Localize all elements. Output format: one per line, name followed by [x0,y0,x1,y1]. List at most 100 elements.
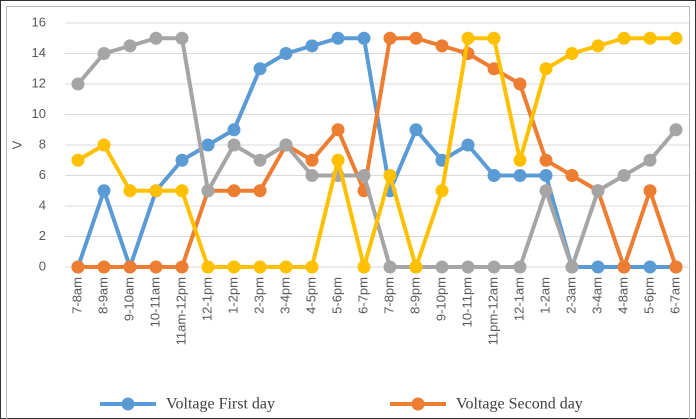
x-tick-label: 7-8pm [381,277,396,314]
data-point [305,169,319,182]
data-point [643,153,657,167]
data-point [409,31,423,45]
data-point [617,260,631,274]
x-tick-label: 6-7pm [355,277,370,314]
x-tick-label: 5-6pm [329,277,344,314]
x-tick-label: 11pm-12am [485,277,500,345]
x-tick-label: 4-8am [615,277,630,314]
data-point [539,184,553,198]
y-tick-label: 0 [39,258,46,273]
data-point [357,260,371,274]
data-point [331,153,345,167]
data-point [305,153,319,167]
data-point [149,184,163,198]
x-tick-label: 8-9pm [407,277,422,314]
data-point [487,62,501,76]
data-point [71,77,85,91]
data-point [71,153,85,167]
x-tick-label: 5-6pm [641,277,656,314]
x-tick-label: 12-1pm [199,277,214,321]
data-point [539,62,553,76]
y-tick-label: 4 [39,197,46,212]
data-point [461,31,475,45]
data-point [201,138,215,152]
data-point [279,260,293,274]
data-point [175,184,189,198]
data-point [643,31,657,45]
data-point [383,169,397,182]
x-tick-label: 6-7am [667,277,682,314]
data-point [565,169,579,182]
data-point [383,260,397,274]
data-point [487,260,501,274]
data-point [123,184,137,198]
data-point [591,260,605,274]
x-tick-label: 10-11am [147,277,162,327]
data-point [305,39,319,53]
data-point [617,31,631,45]
data-point [331,31,345,45]
data-point [227,184,241,198]
x-tick-label: 9-10am [121,277,136,321]
inner-frame [6,6,690,419]
data-point [617,169,631,182]
x-tick-label: 4-5pm [303,277,318,314]
data-point [253,260,267,274]
data-point [149,260,163,274]
x-tick-label: 3-4am [589,277,604,314]
y-tick-label: 10 [32,106,46,121]
data-point [97,260,111,274]
data-point [487,31,501,45]
data-point [123,260,137,274]
data-point [305,260,319,274]
x-tick-label: 3-4pm [277,277,292,314]
data-point [565,47,579,60]
y-tick-label: 2 [39,228,46,243]
data-point [97,138,111,152]
y-tick-label: 6 [39,167,46,182]
data-point [643,184,657,198]
x-tick-label: 1-2pm [225,277,240,314]
x-tick-label: 9-10pm [433,277,448,321]
data-point [175,153,189,167]
data-point [279,138,293,152]
data-point [513,260,527,274]
data-point [461,138,475,152]
data-point [669,123,683,137]
data-point [669,260,683,274]
data-point [123,39,137,53]
x-tick-label: 11am-12pm [173,277,188,345]
data-point [253,62,267,76]
data-point [253,153,267,167]
legend-marker [411,397,425,411]
data-point [513,169,527,182]
data-point [175,31,189,45]
y-axis-label: V [9,140,24,149]
data-point [279,47,293,60]
data-point [591,39,605,53]
data-point [539,169,553,182]
data-point [227,260,241,274]
data-point [71,260,85,274]
data-point [253,184,267,198]
x-tick-label: 7-8am [69,277,84,314]
data-point [227,123,241,137]
data-point [565,260,579,274]
data-point [149,31,163,45]
data-point [591,184,605,198]
data-point [435,39,449,53]
data-point [487,169,501,182]
data-point [357,169,371,182]
data-point [383,31,397,45]
data-point [409,123,423,137]
y-tick-label: 12 [32,75,46,90]
legend-label: Voltage Second day [456,396,583,413]
data-point [97,47,111,60]
data-point [357,31,371,45]
data-point [201,260,215,274]
y-tick-label: 16 [32,14,46,29]
x-tick-label: 2-3pm [251,277,266,314]
data-point [539,153,553,167]
data-point [669,31,683,45]
